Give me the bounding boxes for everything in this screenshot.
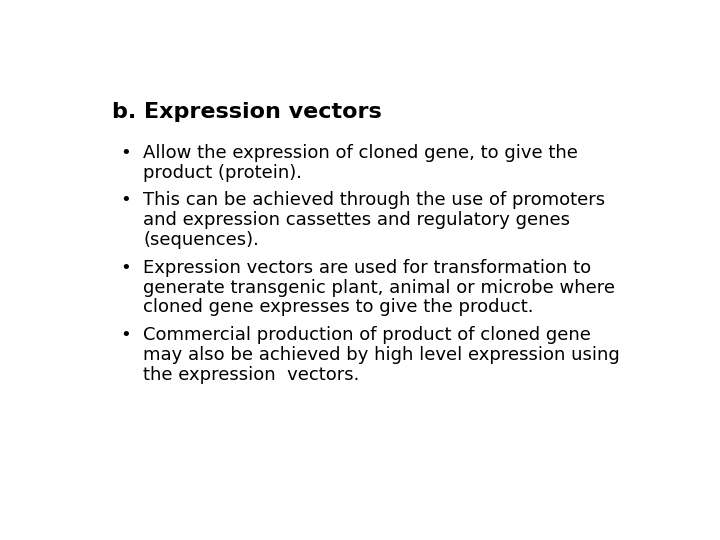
Text: •: • [121,144,132,162]
Text: product (protein).: product (protein). [143,164,302,182]
Text: (sequences).: (sequences). [143,231,259,249]
Text: generate transgenic plant, animal or microbe where: generate transgenic plant, animal or mic… [143,279,615,296]
Text: the expression  vectors.: the expression vectors. [143,366,359,384]
Text: •: • [121,191,132,209]
Text: and expression cassettes and regulatory genes: and expression cassettes and regulatory … [143,211,570,229]
Text: This can be achieved through the use of promoters: This can be achieved through the use of … [143,191,605,209]
Text: •: • [121,326,132,344]
Text: Expression vectors are used for transformation to: Expression vectors are used for transfor… [143,259,591,276]
Text: b. Expression vectors: b. Expression vectors [112,102,382,122]
Text: cloned gene expresses to give the product.: cloned gene expresses to give the produc… [143,299,534,316]
Text: may also be achieved by high level expression using: may also be achieved by high level expre… [143,346,620,364]
Text: Allow the expression of cloned gene, to give the: Allow the expression of cloned gene, to … [143,144,578,162]
Text: Commercial production of product of cloned gene: Commercial production of product of clon… [143,326,591,344]
Text: •: • [121,259,132,276]
